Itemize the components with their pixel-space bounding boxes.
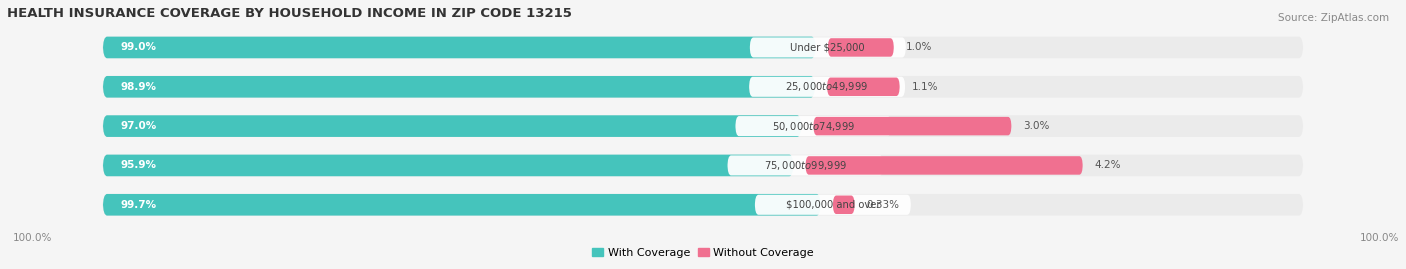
- Text: 99.0%: 99.0%: [121, 43, 157, 52]
- FancyBboxPatch shape: [828, 38, 894, 57]
- FancyBboxPatch shape: [103, 115, 801, 137]
- Text: Under $25,000: Under $25,000: [790, 43, 865, 52]
- FancyBboxPatch shape: [103, 76, 815, 98]
- Text: $100,000 and over: $100,000 and over: [786, 200, 880, 210]
- Text: $25,000 to $49,999: $25,000 to $49,999: [786, 80, 869, 93]
- FancyBboxPatch shape: [103, 194, 821, 215]
- FancyBboxPatch shape: [749, 77, 905, 97]
- FancyBboxPatch shape: [806, 156, 1083, 175]
- Text: 97.0%: 97.0%: [121, 121, 157, 131]
- Text: 95.9%: 95.9%: [121, 160, 157, 171]
- Text: 1.1%: 1.1%: [911, 82, 938, 92]
- FancyBboxPatch shape: [103, 37, 1303, 58]
- Legend: With Coverage, Without Coverage: With Coverage, Without Coverage: [588, 243, 818, 262]
- FancyBboxPatch shape: [103, 194, 1303, 215]
- Text: Source: ZipAtlas.com: Source: ZipAtlas.com: [1278, 13, 1389, 23]
- Text: 100.0%: 100.0%: [13, 233, 52, 243]
- Text: 100.0%: 100.0%: [1360, 233, 1399, 243]
- Text: 3.0%: 3.0%: [1024, 121, 1050, 131]
- FancyBboxPatch shape: [755, 195, 911, 215]
- Text: 1.0%: 1.0%: [905, 43, 932, 52]
- FancyBboxPatch shape: [103, 155, 1303, 176]
- Text: $50,000 to $74,999: $50,000 to $74,999: [772, 120, 855, 133]
- Text: HEALTH INSURANCE COVERAGE BY HOUSEHOLD INCOME IN ZIP CODE 13215: HEALTH INSURANCE COVERAGE BY HOUSEHOLD I…: [7, 7, 572, 20]
- FancyBboxPatch shape: [103, 37, 815, 58]
- Text: 98.9%: 98.9%: [121, 82, 157, 92]
- Text: 0.33%: 0.33%: [866, 200, 900, 210]
- FancyBboxPatch shape: [103, 155, 793, 176]
- FancyBboxPatch shape: [832, 196, 855, 214]
- Text: $75,000 to $99,999: $75,000 to $99,999: [763, 159, 846, 172]
- FancyBboxPatch shape: [103, 76, 1303, 98]
- FancyBboxPatch shape: [103, 115, 1303, 137]
- FancyBboxPatch shape: [814, 117, 1011, 135]
- FancyBboxPatch shape: [735, 116, 891, 136]
- Text: 99.7%: 99.7%: [121, 200, 157, 210]
- FancyBboxPatch shape: [727, 155, 883, 175]
- FancyBboxPatch shape: [827, 77, 900, 96]
- FancyBboxPatch shape: [749, 37, 905, 58]
- Text: 4.2%: 4.2%: [1095, 160, 1121, 171]
